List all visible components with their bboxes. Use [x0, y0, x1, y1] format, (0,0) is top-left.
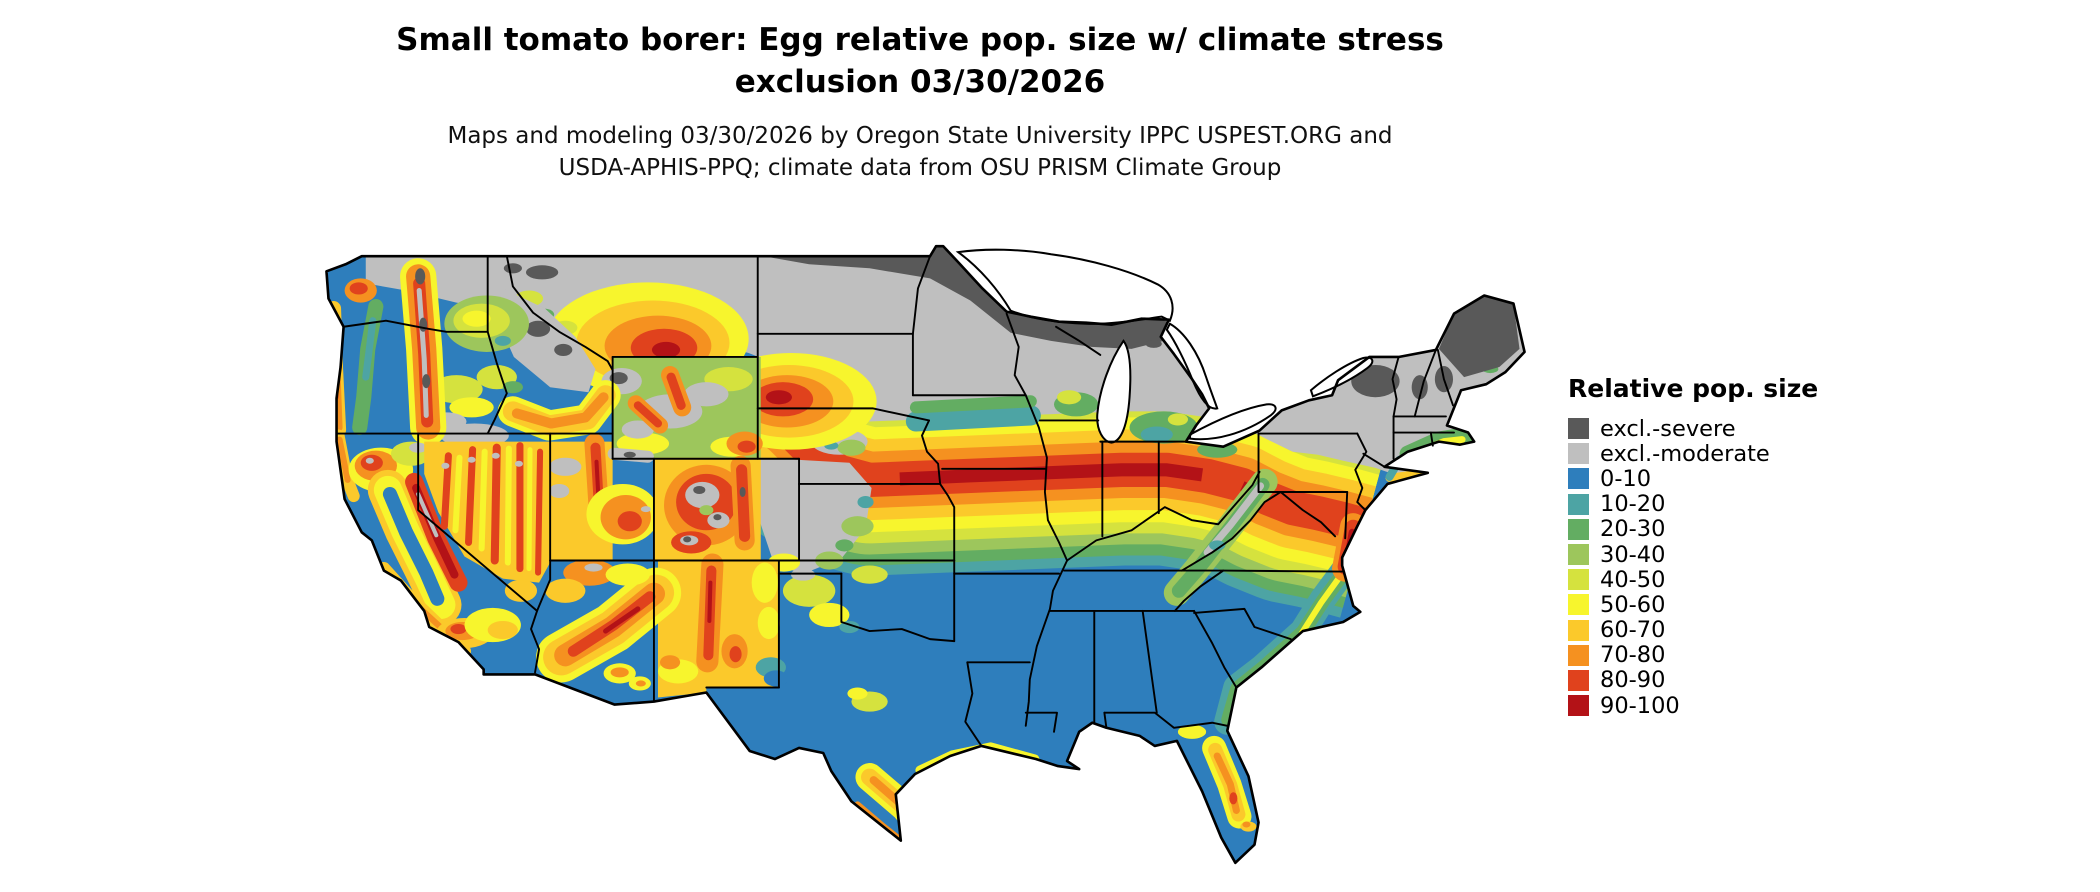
map-fills [326, 246, 1525, 863]
legend-swatch-excl-moderate [1568, 443, 1589, 465]
legend-swatch-60-70 [1568, 619, 1589, 641]
lake-erie [1189, 403, 1277, 441]
map-subtitle: Maps and modeling 03/30/2026 by Oregon S… [0, 120, 1840, 184]
title-line-1: Small tomato borer: Egg relative pop. si… [396, 22, 1444, 58]
legend-title: Relative pop. size [1568, 374, 1819, 403]
legend-label: 80-90 [1600, 667, 1666, 694]
legend-swatch-70-80 [1568, 644, 1589, 666]
legend-item-10-20: 10-20 [1568, 491, 1818, 518]
appalachian-cool-spur [1163, 468, 1278, 606]
subtitle-line-2: USDA-APHIS-PPQ; climate data from OSU PR… [558, 154, 1282, 181]
title-line-2: exclusion 03/30/2026 [734, 63, 1106, 100]
legend-item-excl-moderate: excl.-moderate [1568, 440, 1818, 467]
legend-swatch-excl-severe [1568, 418, 1589, 440]
legend-item-70-80: 70-80 [1568, 642, 1818, 669]
legend-label: 40-50 [1600, 566, 1666, 593]
lake-superior [955, 248, 1174, 325]
legend-item-0-10: 0-10 [1568, 465, 1818, 492]
us-map-svg [325, 244, 1526, 865]
legend-label: 30-40 [1600, 541, 1666, 568]
us-outline [325, 244, 1526, 865]
legend-item-20-30: 20-30 [1568, 516, 1818, 543]
us-map [305, 228, 1545, 888]
legend-label: excl.-moderate [1600, 440, 1770, 467]
legend-items: excl.-severe excl.-moderate 0-10 10-20 2… [1568, 415, 1818, 719]
legend-label: 90-100 [1600, 692, 1680, 719]
legend-item-40-50: 40-50 [1568, 566, 1818, 593]
lake-huron [1165, 322, 1219, 410]
legend-swatch-30-40 [1568, 544, 1589, 566]
legend-item-60-70: 60-70 [1568, 617, 1818, 644]
map-header: Small tomato borer: Egg relative pop. si… [0, 20, 1840, 184]
lake-michigan [1096, 339, 1132, 444]
legend-label: 20-30 [1600, 516, 1666, 543]
legend-item-80-90: 80-90 [1568, 667, 1818, 694]
plains-mosaic [758, 390, 1238, 575]
legend-label: 60-70 [1600, 617, 1666, 644]
legend-swatch-50-60 [1568, 594, 1589, 616]
legend-swatch-10-20 [1568, 493, 1589, 515]
legend-item-excl-severe: excl.-severe [1568, 415, 1818, 442]
state-borders [335, 255, 1455, 747]
legend-label: 50-60 [1600, 591, 1666, 618]
legend-swatch-0-10 [1568, 468, 1589, 490]
legend-label: 10-20 [1600, 491, 1666, 518]
legend-swatch-20-30 [1568, 518, 1589, 540]
legend-swatch-80-90 [1568, 669, 1589, 691]
map-title: Small tomato borer: Egg relative pop. si… [0, 20, 1840, 104]
legend-label: 0-10 [1600, 465, 1652, 492]
legend-item-50-60: 50-60 [1568, 591, 1818, 618]
legend-item-30-40: 30-40 [1568, 541, 1818, 568]
legend: Relative pop. size excl.-severe excl.-mo… [1568, 374, 1819, 719]
legend-swatch-40-50 [1568, 569, 1589, 591]
legend-label: excl.-severe [1600, 415, 1736, 442]
legend-item-90-100: 90-100 [1568, 692, 1818, 719]
legend-swatch-90-100 [1568, 695, 1589, 717]
legend-label: 70-80 [1600, 642, 1666, 669]
subtitle-line-1: Maps and modeling 03/30/2026 by Oregon S… [447, 122, 1393, 149]
